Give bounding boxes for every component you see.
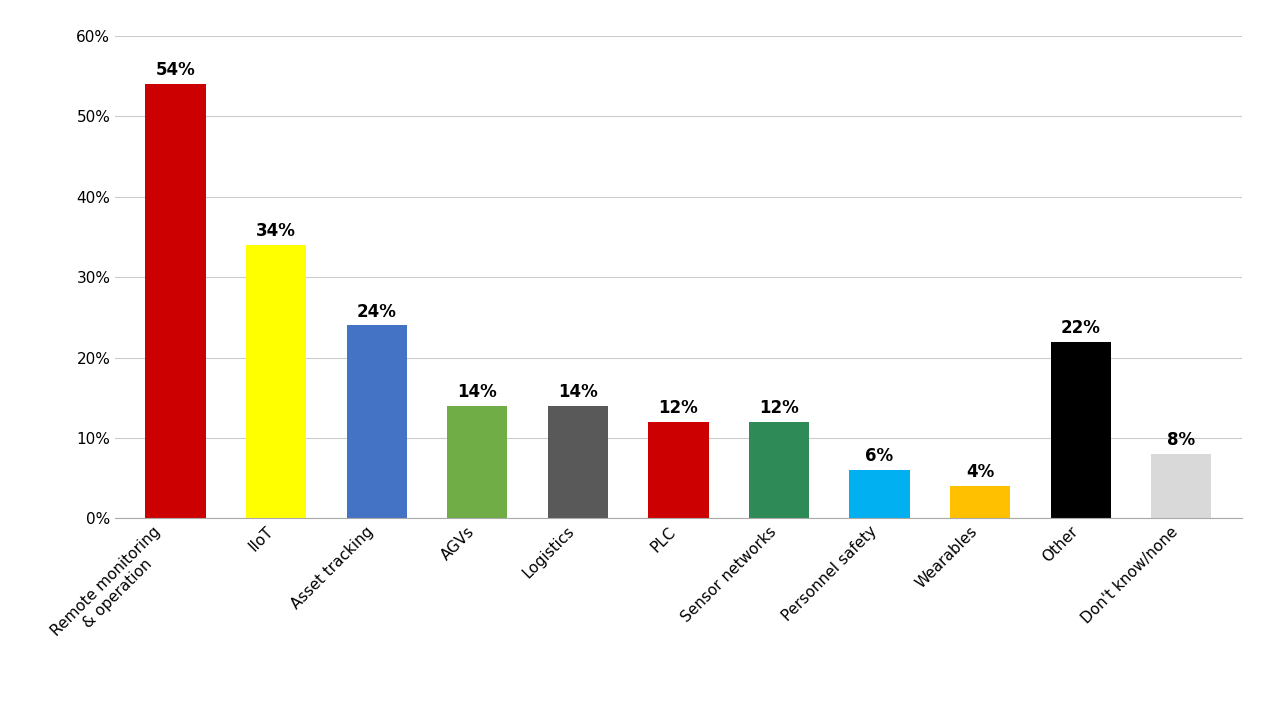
Text: 14%: 14%: [457, 383, 497, 401]
Bar: [648, 422, 709, 518]
Text: 14%: 14%: [558, 383, 598, 401]
Text: 6%: 6%: [865, 447, 893, 465]
Text: 4%: 4%: [966, 464, 995, 482]
Text: 34%: 34%: [256, 222, 296, 240]
Bar: [447, 406, 507, 518]
Bar: [749, 422, 809, 518]
Text: 8%: 8%: [1167, 431, 1196, 449]
Bar: [548, 406, 608, 518]
Text: 12%: 12%: [759, 399, 799, 417]
Bar: [1051, 341, 1111, 518]
Bar: [1151, 454, 1211, 518]
Bar: [347, 325, 407, 518]
Bar: [246, 245, 306, 518]
Bar: [950, 486, 1010, 518]
Bar: [146, 84, 206, 518]
Text: 24%: 24%: [357, 302, 397, 320]
Text: 22%: 22%: [1061, 319, 1101, 337]
Text: 54%: 54%: [156, 61, 196, 79]
Bar: [850, 470, 910, 518]
Text: 12%: 12%: [658, 399, 699, 417]
